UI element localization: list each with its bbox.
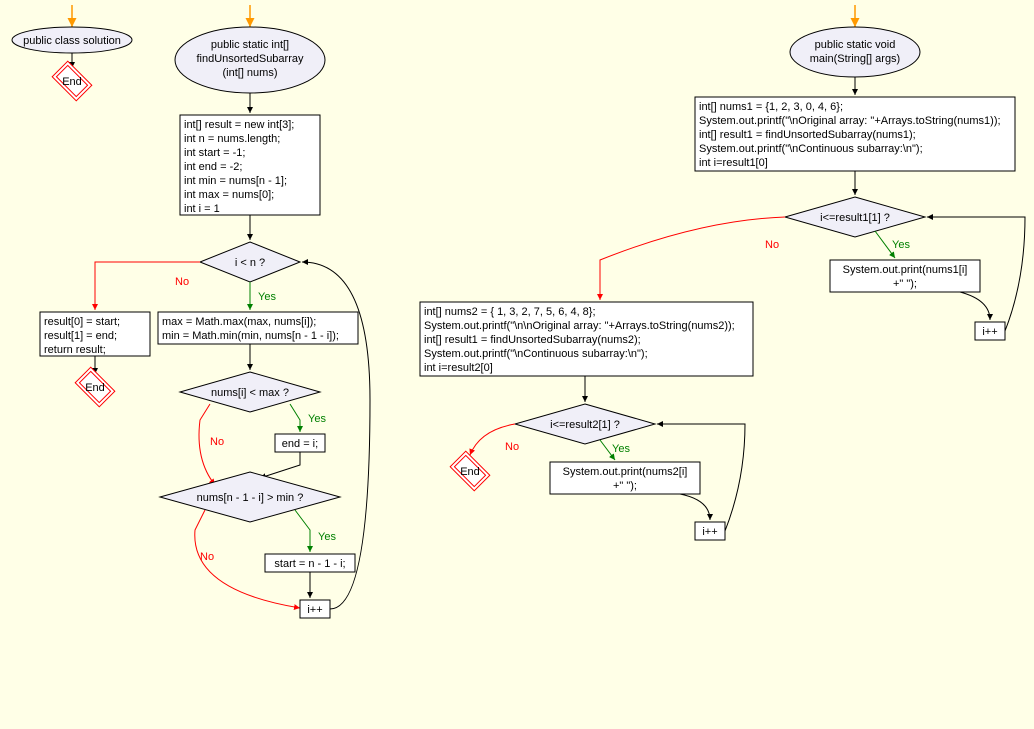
svg-text:Yes: Yes — [612, 443, 630, 455]
edge-r1-no — [600, 217, 785, 300]
svg-text:System.out.printf("\nOriginal: System.out.printf("\nOriginal array: "+A… — [699, 115, 1001, 127]
svg-text:result[1] = end;: result[1] = end; — [44, 330, 117, 342]
svg-text:i<=result2[1] ?: i<=result2[1] ? — [550, 419, 620, 431]
svg-text:public static void: public static void — [815, 39, 896, 51]
svg-text:int i=result2[0]: int i=result2[0] — [424, 362, 493, 374]
svg-text:System.out.printf("\n\nOrigina: System.out.printf("\n\nOriginal array: "… — [424, 320, 735, 332]
svg-text:No: No — [765, 239, 779, 251]
svg-text:start = n - 1 - i;: start = n - 1 - i; — [274, 558, 345, 570]
edge-min-yes — [295, 510, 310, 552]
svg-text:i < n ?: i < n ? — [235, 257, 265, 269]
svg-text:i++: i++ — [702, 526, 717, 538]
class-ellipse-label: public class solution — [23, 35, 121, 47]
svg-text:No: No — [175, 276, 189, 288]
svg-text:end = i;: end = i; — [282, 438, 318, 450]
end-node-func: End — [75, 367, 115, 407]
svg-text:int[] result = new int[3];: int[] result = new int[3]; — [184, 119, 294, 131]
end-node-r2: End — [450, 451, 490, 491]
edge-max-yes — [290, 404, 300, 432]
svg-text:End: End — [85, 382, 105, 394]
svg-text:(int[] nums): (int[] nums) — [222, 67, 277, 79]
svg-text:int end = -2;: int end = -2; — [184, 161, 242, 173]
svg-text:i++: i++ — [982, 326, 997, 338]
svg-text:No: No — [210, 436, 224, 448]
edge-print2-ipp2 — [680, 494, 710, 520]
edge-endi-condmin — [260, 452, 300, 478]
svg-text:i<=result1[1] ?: i<=result1[1] ? — [820, 212, 890, 224]
svg-text:int[] result1 = findUnsortedSu: int[] result1 = findUnsortedSubarray(num… — [699, 129, 916, 141]
svg-text:int max = nums[0];: int max = nums[0]; — [184, 189, 274, 201]
svg-text:int[] nums2 = { 1, 3, 2, 7, 5,: int[] nums2 = { 1, 3, 2, 7, 5, 6, 4, 8}; — [424, 306, 596, 318]
svg-text:int[] result1 = findUnsortedSu: int[] result1 = findUnsortedSubarray(num… — [424, 334, 641, 346]
svg-text:result[0] = start;: result[0] = start; — [44, 316, 120, 328]
end-node-class: End — [52, 61, 92, 101]
svg-text:End: End — [460, 466, 480, 478]
svg-text:int i = 1: int i = 1 — [184, 203, 220, 215]
edge-print1-ipp1 — [960, 292, 990, 320]
svg-text:public static int[]: public static int[] — [211, 39, 289, 51]
svg-text:return result;: return result; — [44, 344, 106, 356]
svg-text:+" ");: +" "); — [613, 480, 637, 492]
svg-text:Yes: Yes — [308, 413, 326, 425]
svg-text:findUnsortedSubarray: findUnsortedSubarray — [196, 53, 304, 65]
svg-text:min = Math.min(min, nums[n - 1: min = Math.min(min, nums[n - 1 - i]); — [162, 330, 339, 342]
svg-text:Yes: Yes — [318, 531, 336, 543]
svg-text:Yes: Yes — [892, 239, 910, 251]
svg-text:System.out.printf("\nContinuou: System.out.printf("\nContinuous subarray… — [424, 348, 648, 360]
svg-text:+" ");: +" "); — [893, 278, 917, 290]
svg-text:int n = nums.length;: int n = nums.length; — [184, 133, 280, 145]
svg-text:main(String[] args): main(String[] args) — [810, 53, 900, 65]
svg-text:nums[n - 1 - i] > min ?: nums[n - 1 - i] > min ? — [197, 492, 304, 504]
flowchart-svg: public class solution End public static … — [0, 0, 1034, 729]
svg-text:System.out.printf("\nContinuou: System.out.printf("\nContinuous subarray… — [699, 143, 923, 155]
svg-text:max = Math.max(max, nums[i]);: max = Math.max(max, nums[i]); — [162, 316, 316, 328]
svg-text:int[] nums1 = {1, 2, 3, 0, 4,: int[] nums1 = {1, 2, 3, 0, 4, 6}; — [699, 101, 843, 113]
svg-text:i++: i++ — [307, 604, 322, 616]
svg-text:int i=result1[0]: int i=result1[0] — [699, 157, 768, 169]
svg-text:System.out.print(nums1[i]: System.out.print(nums1[i] — [843, 264, 968, 276]
svg-text:Yes: Yes — [258, 291, 276, 303]
svg-text:No: No — [200, 551, 214, 563]
svg-text:System.out.print(nums2[i]: System.out.print(nums2[i] — [563, 466, 688, 478]
svg-text:nums[i] < max ?: nums[i] < max ? — [211, 387, 289, 399]
svg-text:int min = nums[n - 1];: int min = nums[n - 1]; — [184, 175, 287, 187]
svg-text:int start = -1;: int start = -1; — [184, 147, 245, 159]
svg-text:End: End — [62, 76, 82, 88]
svg-text:No: No — [505, 441, 519, 453]
main-ellipse — [790, 27, 920, 77]
